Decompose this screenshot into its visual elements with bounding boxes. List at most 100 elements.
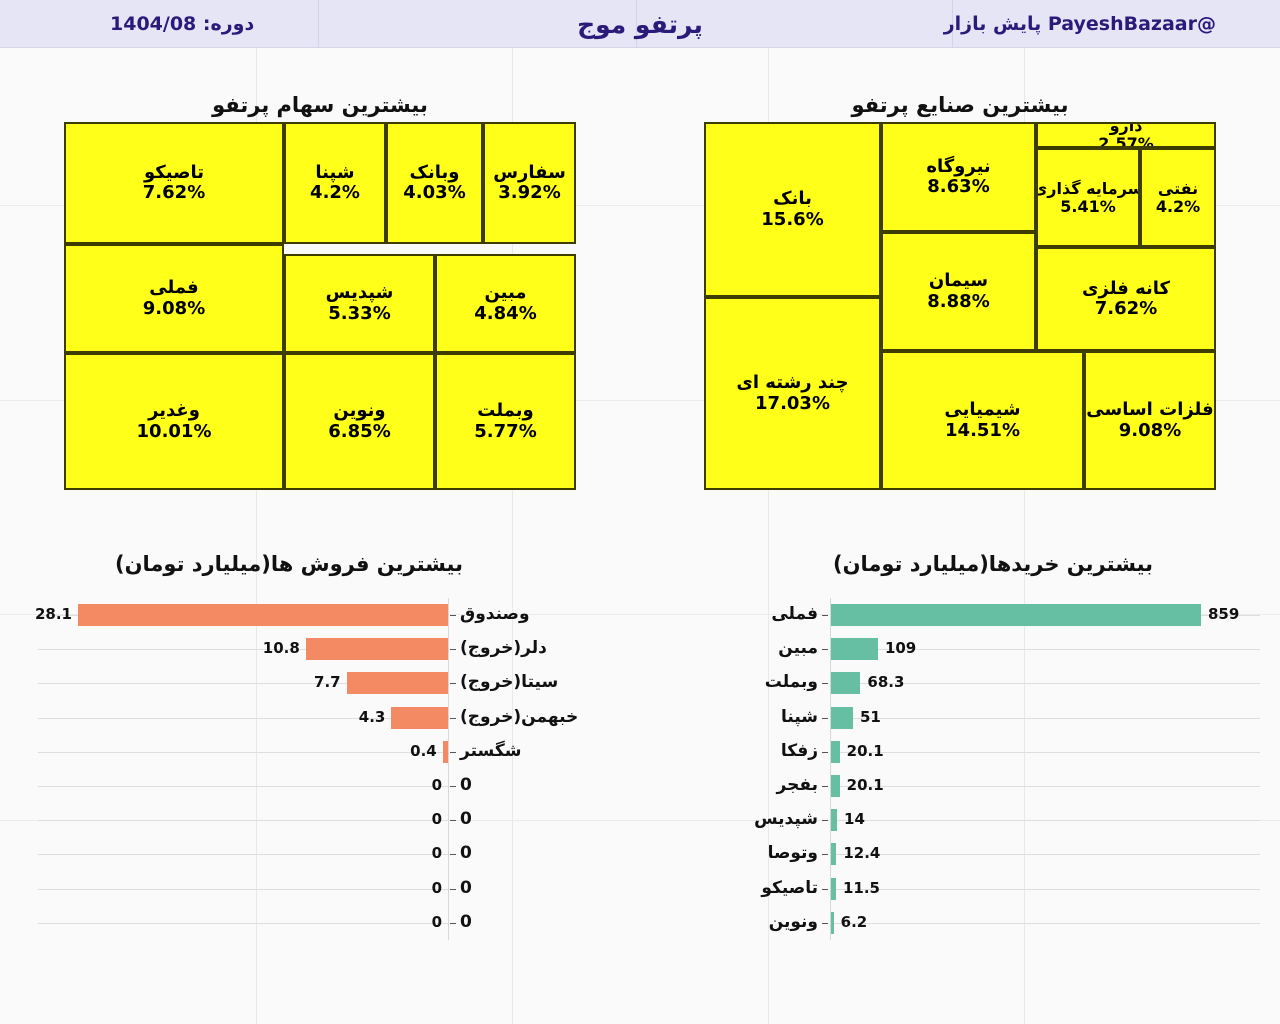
bar-buy[interactable] <box>831 706 853 729</box>
sells-chart-title: بیشترین فروش ها(میلیارد تومان) <box>115 552 463 576</box>
bar-category-label: سیتا(خروج) <box>460 672 559 693</box>
chart-gridline <box>38 786 448 787</box>
bar-category-label: 0 <box>460 809 472 830</box>
treemap-cell-industry-powerplant[interactable]: نیروگاه 8.63% <box>881 122 1036 232</box>
treemap-cell-industry-chemical[interactable]: شیمیایی 14.51% <box>881 351 1084 490</box>
treemap-cell-label: وبانک <box>409 161 460 183</box>
bar-category-label: زفکا <box>780 740 818 761</box>
buys-chart-title: بیشترین خریدها(میلیارد تومان) <box>832 552 1154 576</box>
header-account-label: @PayeshBazaar پایش بازار <box>943 13 1216 35</box>
bar-category-label: تاصیکو <box>761 877 818 898</box>
treemap-cell-stock-mobin[interactable]: مبین 4.84% <box>435 254 576 353</box>
treemap-cell-label: سفارس <box>493 161 566 183</box>
chart-axis-line <box>448 597 449 940</box>
chart-gridline <box>38 888 448 890</box>
treemap-cell-value: 8.88% <box>927 290 990 312</box>
chart-gridline <box>830 717 1260 719</box>
bar-value-label: 0 <box>431 878 442 897</box>
bar-buy[interactable] <box>831 775 840 797</box>
bar-value-label: 4.3 <box>358 707 386 726</box>
treemap-cell-value: 17.03% <box>755 392 830 414</box>
treemap-cell-stock-shapdis[interactable]: شپدیس 5.33% <box>284 254 435 353</box>
bar-value-label: 0.4 <box>410 741 437 760</box>
treemap-cell-industry-basemetals[interactable]: فلزات اساسی 9.08% <box>1084 351 1216 490</box>
chart-tick <box>450 683 456 685</box>
chart-tick <box>822 888 828 890</box>
treemap-cell-stock-shapna[interactable]: شپنا 4.2% <box>284 122 386 244</box>
treemap-cell-industry-pharma[interactable]: دارو 2.57% <box>1036 122 1216 148</box>
treemap-cell-value: 5.77% <box>474 420 537 442</box>
treemap-cell-industry-multidisciplinary[interactable]: چند رشته ای 17.03% <box>704 297 881 490</box>
bar-buy[interactable] <box>831 638 878 661</box>
bar-category-label: ونوین <box>768 911 818 932</box>
treemap-cell-stock-vabank[interactable]: وبانک 4.03% <box>386 122 483 244</box>
treemap-cell-stock-vaghadir[interactable]: وغدیر 10.01% <box>64 353 284 490</box>
bar-value-label: 14 <box>844 810 865 829</box>
bar-value-label: 28.1 <box>34 605 72 623</box>
treemap-cell-label: تاصیکو <box>144 161 205 183</box>
chart-tick <box>450 922 456 924</box>
bar-sell[interactable] <box>442 740 448 763</box>
treemap-cell-industry-cement[interactable]: سیمان 8.88% <box>881 232 1036 351</box>
treemap-cell-label: شپدیس <box>325 282 394 304</box>
bar-buy[interactable] <box>831 843 837 866</box>
treemap-cell-label: نفتی <box>1157 178 1199 198</box>
treemap-cell-stock-vanovin[interactable]: ونوین 6.85% <box>284 353 435 490</box>
treemap-cell-value: 4.84% <box>474 302 537 324</box>
app-header: @PayeshBazaar پایش بازار پرتفو موج دوره:… <box>0 0 1280 48</box>
bar-category-label: وتوصا <box>767 843 818 864</box>
bar-category-label: خبهمن(خروج) <box>460 706 579 727</box>
treemap-cell-label: شیمیایی <box>944 399 1021 421</box>
bar-value-label: 0 <box>431 810 442 829</box>
industries-treemap: بانک 15.6% چند رشته ای 17.03% نیروگاه 8.… <box>704 122 1216 490</box>
chart-gridline <box>38 751 448 753</box>
treemap-cell-industry-investment[interactable]: سرمایه گذاری 5.41% <box>1036 148 1140 247</box>
bar-buy[interactable] <box>831 911 834 934</box>
treemap-cell-stock-vabmellat[interactable]: وبملت 5.77% <box>435 353 576 490</box>
bar-value-label: 6.2 <box>840 912 868 931</box>
chart-tick <box>822 820 828 822</box>
bar-value-label: 11.5 <box>842 878 880 897</box>
treemap-cell-label: چند رشته ای <box>736 372 849 394</box>
treemap-cell-value: 9.08% <box>142 297 206 319</box>
treemap-cell-stock-famali[interactable]: فملی 9.08% <box>64 244 284 353</box>
chart-gridline <box>38 649 448 651</box>
bar-buy[interactable] <box>831 604 1201 626</box>
chart-tick <box>450 649 456 651</box>
bar-sell[interactable] <box>391 706 448 729</box>
bar-value-label: 20.1 <box>846 776 884 794</box>
treemap-cell-label: شپنا <box>315 161 355 183</box>
bar-buy[interactable] <box>831 877 836 900</box>
treemap-cell-value: 4.03% <box>403 182 466 203</box>
bar-buy[interactable] <box>831 740 840 763</box>
chart-gridline <box>830 751 1260 753</box>
buys-bar-chart: فملی 859 مبین 109 وبملت 68.3 شپنا 51 زفکا 20.1 بفج… <box>754 590 1280 940</box>
bar-buy[interactable] <box>831 672 861 695</box>
treemap-cell-stock-safars[interactable]: سفارس 3.92% <box>483 122 576 244</box>
bar-value-label: 0 <box>431 912 442 931</box>
bar-category-label: 0 <box>460 843 472 864</box>
bar-buy[interactable] <box>831 809 838 832</box>
chart-axis-line <box>830 597 831 940</box>
bar-value-label: 68.3 <box>867 673 905 692</box>
bar-category-label: 0 <box>460 911 472 932</box>
treemap-cell-industry-bank[interactable]: بانک 15.6% <box>704 122 881 297</box>
chart-tick <box>822 854 828 856</box>
treemap-cell-label: کانه فلزی <box>1082 277 1170 299</box>
chart-tick <box>450 888 456 890</box>
bar-sell[interactable] <box>78 604 448 626</box>
treemap-cell-value: 8.63% <box>927 176 990 197</box>
bar-category-label: شپنا <box>781 706 818 727</box>
industries-treemap-title: بیشترین صنایع پرتفو <box>851 93 1069 117</box>
treemap-cell-industry-metalore[interactable]: کانه فلزی 7.62% <box>1036 247 1216 351</box>
chart-gridline <box>830 922 1260 924</box>
treemap-cell-stock-tasico[interactable]: تاصیکو 7.62% <box>64 122 284 244</box>
bar-value-label: 10.8 <box>262 639 300 658</box>
chart-tick <box>822 683 828 685</box>
chart-gridline <box>830 854 1260 856</box>
chart-tick <box>822 615 828 616</box>
bar-sell[interactable] <box>305 638 448 661</box>
treemap-cell-value: 3.92% <box>498 182 561 203</box>
treemap-cell-industry-oil[interactable]: نفتی 4.2% <box>1140 148 1216 247</box>
bar-sell[interactable] <box>346 672 448 695</box>
